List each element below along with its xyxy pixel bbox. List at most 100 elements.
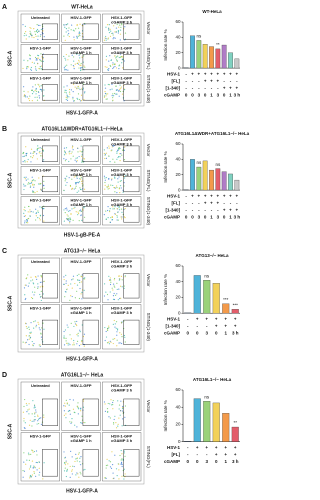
chart-y-label: Infection rate %	[163, 151, 168, 182]
flow-dot	[65, 399, 67, 401]
flow-dot	[67, 30, 69, 32]
flow-dot	[110, 179, 113, 181]
flow-dot	[122, 405, 124, 408]
flow-dot	[121, 279, 123, 281]
flow-dot	[113, 144, 115, 147]
condition-mark: +	[234, 316, 237, 321]
flow-dot	[23, 405, 25, 408]
flow-dot	[23, 185, 25, 187]
flow-dot	[73, 56, 75, 58]
flow-dot	[112, 472, 114, 474]
flow-dot	[65, 413, 67, 415]
flow-dot	[69, 421, 71, 423]
flow-dot	[31, 100, 33, 102]
flow-dot	[110, 341, 112, 343]
flow-title: ATG16L1ΔWDR+ATG16L1−/−HeLa	[41, 126, 122, 132]
flow-dot	[22, 469, 24, 472]
flow-dot	[106, 464, 109, 466]
flow-dot	[72, 145, 74, 148]
flow-dot	[104, 91, 106, 93]
flow-plot	[102, 381, 142, 431]
flow-dot	[77, 332, 79, 334]
y-tick-label: 40	[175, 35, 181, 40]
flow-dot	[77, 93, 80, 95]
flow-dot	[73, 60, 75, 62]
flow-dot	[69, 221, 71, 223]
flow-dot	[40, 60, 43, 62]
flow-dot	[119, 84, 121, 86]
flow-dot	[71, 279, 73, 281]
flow-dot	[73, 39, 75, 41]
flow-dot	[120, 342, 123, 345]
plot-label: HSV-1-GFP	[70, 45, 91, 50]
condition-mark: +	[191, 71, 194, 76]
condition-name: HSV-1	[167, 193, 181, 198]
flow-dot	[79, 57, 81, 59]
plot-label: HSV-1-GFP	[111, 198, 132, 203]
flow-dot	[108, 460, 110, 462]
flow-dot	[118, 342, 120, 344]
flow-dot	[106, 458, 108, 460]
flow-dot	[22, 24, 24, 26]
condition-mark: 0	[204, 214, 207, 219]
flow-dot	[120, 216, 122, 218]
flow-dot	[63, 278, 65, 281]
significance: ns	[215, 162, 221, 167]
flow-dot	[114, 191, 116, 193]
condition-mark: 0	[185, 92, 188, 97]
flow-dot	[36, 158, 38, 160]
flow-dot	[31, 291, 34, 293]
flow-dot	[28, 454, 30, 456]
flow-dot	[23, 95, 25, 97]
flow-dot	[109, 35, 112, 37]
flow-dot	[113, 298, 116, 301]
flow-dot	[24, 222, 26, 224]
flow-dot	[27, 66, 29, 68]
flow-dot	[124, 32, 127, 34]
flow-dot	[104, 188, 106, 190]
condition-mark: 3	[198, 92, 201, 97]
flow-dot	[103, 39, 106, 41]
gate	[42, 398, 58, 426]
flow-dot	[113, 292, 115, 295]
plot-label: HSV-1-GFP	[70, 383, 91, 388]
flow-dot	[107, 217, 109, 219]
flow-dot	[30, 474, 32, 477]
flow-dot	[42, 30, 44, 32]
flow-dot	[122, 418, 124, 420]
flow-dot	[37, 415, 39, 418]
chart-y-label: Infection rate %	[163, 274, 168, 305]
flow-dot	[79, 281, 81, 284]
flow-dot	[104, 403, 106, 405]
flow-dot	[68, 151, 70, 153]
flow-dot	[36, 147, 39, 150]
flow-dot	[29, 95, 31, 97]
flow-dot	[33, 36, 35, 39]
flow-dot	[113, 63, 116, 65]
flow-dot	[123, 452, 125, 454]
flow-dot	[35, 324, 38, 326]
flow-plot	[61, 381, 101, 431]
flow-dot	[121, 410, 124, 412]
gate	[42, 273, 58, 299]
flow-dot	[117, 400, 119, 402]
flow-dot	[124, 336, 126, 338]
flow-dot	[76, 157, 79, 159]
flow-dot	[81, 69, 83, 71]
flow-dot	[34, 192, 36, 194]
flow-dot	[71, 421, 73, 423]
gate	[42, 319, 58, 345]
condition-mark: -	[187, 316, 189, 321]
flow-dot	[36, 28, 39, 31]
condition-mark: +	[223, 85, 226, 90]
flow-dot	[32, 179, 34, 182]
condition-mark: 3 h	[232, 459, 239, 464]
flow-dot	[124, 177, 126, 179]
flow-dot	[106, 98, 108, 100]
flow-dot	[31, 61, 33, 63]
flow-dot	[25, 341, 27, 343]
flow-dot	[64, 89, 66, 91]
flow-dot	[77, 147, 79, 149]
flow-dot	[120, 322, 123, 324]
flow-dot	[77, 85, 79, 87]
